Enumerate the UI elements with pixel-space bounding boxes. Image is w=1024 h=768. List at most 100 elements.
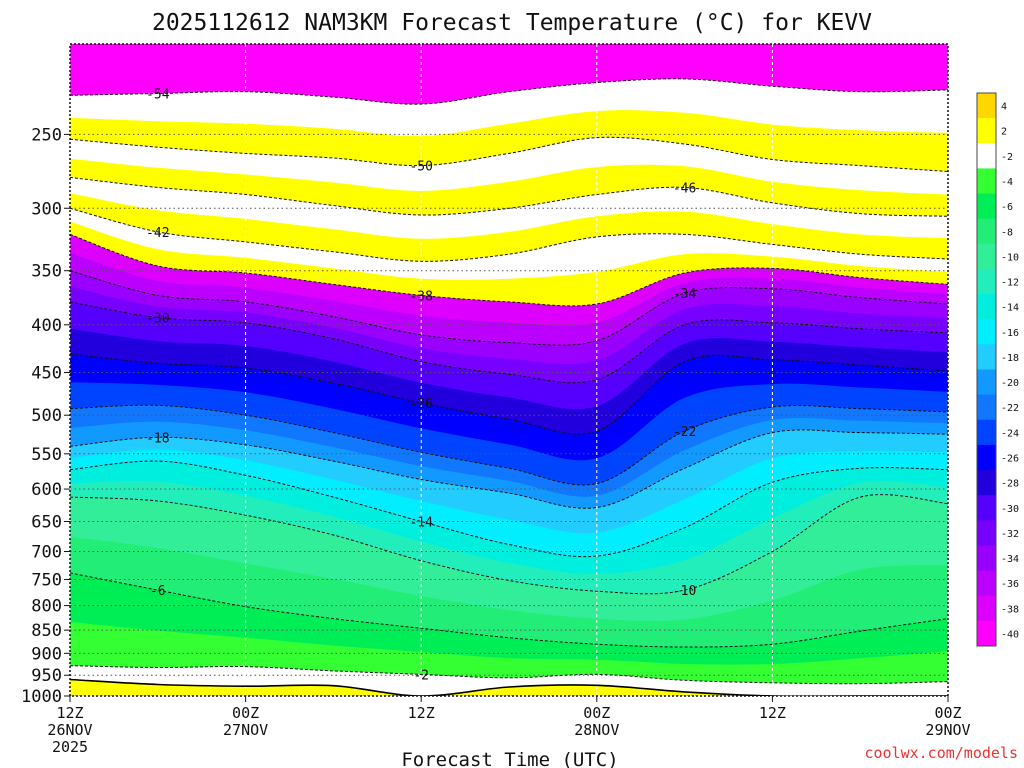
x-axis-label: Forecast Time (UTC) <box>401 749 618 768</box>
colorbar-label: -34 <box>1001 554 1019 565</box>
isotherm-line <box>70 176 948 217</box>
plot-frame <box>69 43 949 697</box>
isotherm-label: -2 <box>413 668 429 683</box>
colorbar-label: -24 <box>1001 428 1019 439</box>
y-tick-label: 750 <box>31 570 62 590</box>
colorbar-label: -12 <box>1001 278 1019 289</box>
isotherm-label: -22 <box>673 425 696 440</box>
isotherm-label: -18 <box>146 431 169 446</box>
colorbar-swatch <box>977 344 996 370</box>
colorbar-swatch <box>977 545 996 572</box>
colorbar-swatch <box>977 268 996 295</box>
y-tick-label: 400 <box>31 316 62 336</box>
x-tick-label: 00Z <box>232 704 259 722</box>
y-tick-label: 1000 <box>21 687 62 707</box>
y-tick-label: 650 <box>31 512 62 532</box>
y-tick-label: 600 <box>31 480 62 500</box>
colorbar-label: 4 <box>1001 102 1007 113</box>
credit-link[interactable]: coolwx.com/models <box>864 744 1018 762</box>
colorbar-swatch <box>977 193 996 220</box>
isotherm-line <box>70 460 948 558</box>
isotherm-label: -10 <box>673 584 696 599</box>
isotherm-label: -6 <box>150 584 166 599</box>
isotherm-label: -50 <box>409 160 432 175</box>
colorbar-label: -4 <box>1001 177 1013 188</box>
colorbar-label: -32 <box>1001 529 1019 540</box>
isotherm-line <box>70 270 948 346</box>
colorbar-label: -2 <box>1001 152 1013 163</box>
colorbar-label: -20 <box>1001 378 1019 389</box>
y-tick-label: 850 <box>31 621 62 641</box>
colorbar-swatch <box>977 243 996 270</box>
colorbar-swatch <box>977 319 996 345</box>
colorbar-swatch <box>977 444 996 471</box>
plot-area: -54 -50 -46 -42 -38 -34 -30 -26 -22 -18 -14 -10 -6 -2 <box>69 43 949 697</box>
isotherm-line <box>70 207 948 262</box>
isotherm-label: -34 <box>673 287 697 302</box>
x-tick-label: 00Z <box>934 704 961 722</box>
isotherm-label: -54 <box>146 88 170 103</box>
colorbar-label: -16 <box>1001 328 1019 339</box>
x-tick-label: 26NOV <box>47 721 92 739</box>
isotherm-line <box>70 233 948 307</box>
x-tick-label: 28NOV <box>574 721 619 739</box>
colorbar-label: -36 <box>1001 579 1019 590</box>
colorbar-frame <box>976 92 997 647</box>
x-tick-label: 12Z <box>408 704 435 722</box>
colorbar-swatch <box>977 595 996 622</box>
colorbar-swatch <box>977 419 996 446</box>
freezing-line <box>70 678 948 696</box>
x-tick-label: 29NOV <box>925 721 970 739</box>
colorbar-label: -22 <box>1001 403 1019 414</box>
y-tick-label: 900 <box>31 644 62 664</box>
colorbar-swatch <box>977 93 996 119</box>
isotherm-label: -30 <box>146 312 169 327</box>
colorbar-label: -30 <box>1001 504 1019 515</box>
isotherm-line <box>70 429 948 509</box>
colorbar-swatch <box>977 394 996 421</box>
colorbar-swatch <box>977 369 996 396</box>
colorbar-label: -40 <box>1001 629 1019 640</box>
colorbar-label: -28 <box>1001 479 1019 490</box>
x-tick-label: 12Z <box>56 704 83 722</box>
isotherm-line <box>70 494 948 595</box>
colorbar-swatch <box>977 495 996 521</box>
pressure-axis: 250 300 350 400 450 500 550 600 650 700 750 800 850 9… <box>21 125 70 707</box>
colorbar-swatch <box>977 143 996 169</box>
colorbar-label: -18 <box>1001 353 1019 364</box>
isotherm-label: -14 <box>409 515 433 530</box>
chart-title: 2025112612 NAM3KM Forecast Temperature (… <box>152 10 872 36</box>
isotherm-line <box>70 572 948 648</box>
colorbar-label: 2 <box>1001 127 1007 138</box>
temperature-fill <box>70 44 948 696</box>
colorbar-swatch <box>977 570 996 597</box>
colorbar-label: -6 <box>1001 202 1013 213</box>
y-tick-label: 300 <box>31 199 62 219</box>
x-tick-label: 12Z <box>759 704 786 722</box>
y-tick-label: 700 <box>31 543 62 563</box>
colorbar-swatch <box>977 118 996 144</box>
isotherm-line <box>70 353 948 435</box>
colorbar-swatch <box>977 294 996 320</box>
y-tick-label: 450 <box>31 364 62 384</box>
y-tick-label: 800 <box>31 597 62 617</box>
x-tick-label: 2025 <box>52 738 88 756</box>
x-tick-label: 00Z <box>583 704 610 722</box>
colorbar-swatch <box>977 520 996 546</box>
colorbar-swatch <box>977 218 996 245</box>
colorbar-label: -14 <box>1001 303 1019 314</box>
colorbar-label: -38 <box>1001 604 1019 615</box>
isotherm-line <box>70 301 948 384</box>
y-tick-label: 550 <box>31 445 62 465</box>
y-tick-label: 250 <box>31 125 62 145</box>
isotherm-label: -38 <box>409 289 432 304</box>
temperature-colorbar: 4 2 -2 -4 -6 -8 -10 -12 -14 -16 -18 -20 -22 -24 -26 -28… <box>976 92 1019 647</box>
isotherm-line <box>70 78 948 105</box>
colorbar-label: -10 <box>1001 252 1019 263</box>
y-tick-label: 350 <box>31 262 62 282</box>
grid <box>70 44 948 696</box>
y-tick-label: 950 <box>31 666 62 686</box>
colorbar-swatch <box>977 470 996 496</box>
